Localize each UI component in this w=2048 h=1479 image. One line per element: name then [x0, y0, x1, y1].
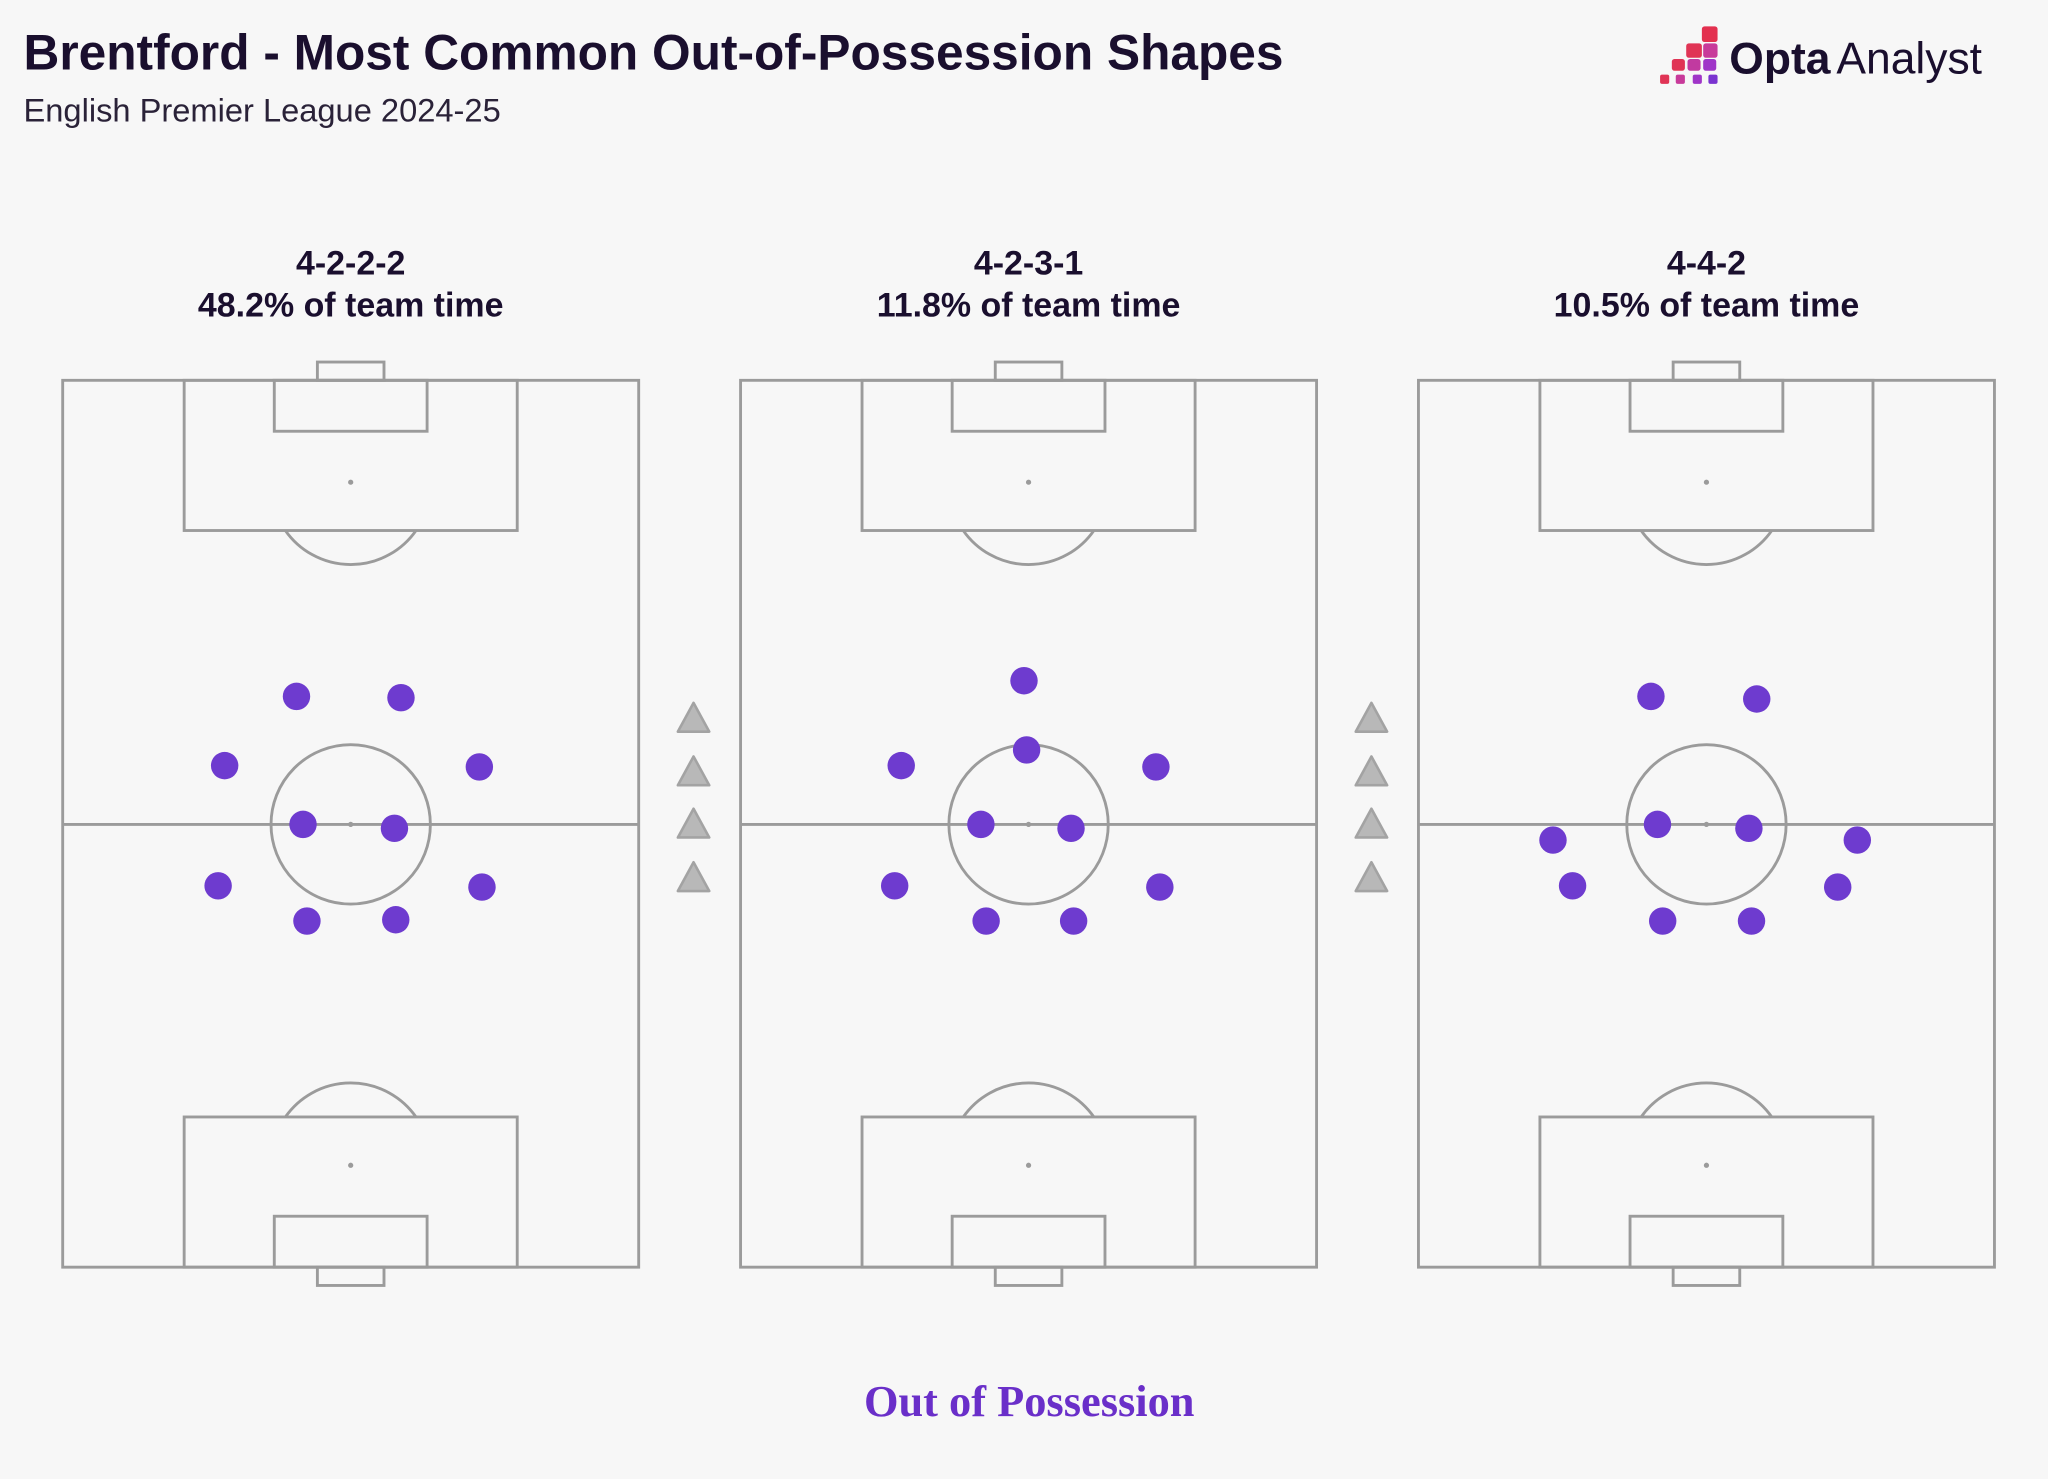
penalty-spot-bottom [348, 1162, 354, 1168]
player-marker [1539, 826, 1567, 854]
pitch [61, 360, 641, 1287]
goal-top [1671, 360, 1742, 382]
centre-spot [1703, 821, 1710, 828]
player-marker [1648, 907, 1677, 935]
penalty-box-top [1538, 378, 1875, 532]
separator-triangle-icon [1354, 755, 1389, 787]
separator-triangle-icon [1354, 807, 1389, 839]
penalty-arc-top [962, 529, 1096, 566]
player-marker [1057, 814, 1085, 843]
player-marker [1743, 685, 1771, 713]
goal-bottom [315, 1265, 386, 1287]
penalty-arc-top [284, 529, 418, 566]
goal-top [315, 360, 386, 382]
player-marker [382, 906, 410, 934]
penalty-spot-bottom [1025, 1162, 1032, 1168]
player-marker [967, 810, 995, 839]
six-yard-box-bottom [1628, 1214, 1785, 1269]
separator-triangle-icon [676, 807, 711, 839]
penalty-box-bottom [1538, 1115, 1875, 1269]
six-yard-box-bottom [950, 1214, 1107, 1269]
penalty-box-bottom [860, 1115, 1197, 1269]
player-marker [380, 814, 409, 843]
formation-share: 10.5% of team time [1554, 286, 1860, 324]
player-marker [210, 751, 239, 780]
centre-circle [269, 743, 432, 906]
player-marker [880, 872, 909, 900]
six-yard-box-top [272, 378, 429, 433]
penalty-spot-bottom [1703, 1162, 1710, 1168]
player-marker [204, 872, 232, 900]
formation-panel: 4-2-3-111.8% of team time [739, 245, 1319, 1287]
separator-triangle-icon [1354, 860, 1389, 893]
penalty-spot-top [348, 479, 354, 485]
logo-mark-icon [1660, 26, 1718, 84]
player-marker [1737, 907, 1766, 935]
player-marker [1010, 667, 1038, 695]
separator-triangle-icon [676, 860, 711, 893]
penalty-arc-bottom [962, 1081, 1096, 1118]
penalty-box-top [860, 378, 1197, 532]
goal-top [993, 360, 1064, 382]
pitch [739, 360, 1319, 1287]
penalty-arc-bottom [1639, 1081, 1773, 1118]
penalty-arc-bottom [284, 1081, 418, 1118]
formation-name: 4-4-2 [1667, 245, 1746, 283]
penalty-spot-top [1025, 479, 1032, 485]
player-marker [1146, 873, 1174, 901]
player-marker [1059, 907, 1088, 935]
goal-bottom [993, 1265, 1064, 1287]
player-marker [1558, 872, 1587, 900]
pitch [1417, 360, 1996, 1287]
page-subtitle: English Premier League 2024-25 [24, 92, 501, 129]
formation-share: 48.2% of team time [198, 286, 504, 324]
separator-triangle-icon [676, 755, 711, 787]
player-marker [1735, 814, 1763, 843]
player-marker [1637, 682, 1665, 711]
goal-bottom [1671, 1265, 1742, 1287]
six-yard-box-bottom [272, 1214, 429, 1269]
formation-name: 4-2-2-2 [296, 245, 405, 283]
separator-triangle-icon [1354, 701, 1389, 733]
player-marker [387, 683, 415, 712]
penalty-box-top [182, 378, 519, 532]
player-marker [972, 907, 1000, 935]
centre-spot [1025, 821, 1032, 828]
logo-product: Analyst [1836, 34, 1982, 83]
player-marker [887, 751, 915, 780]
player-marker [293, 907, 321, 935]
formation-name: 4-2-3-1 [974, 245, 1083, 283]
six-yard-box-top [1628, 378, 1785, 433]
formation-share: 11.8% of team time [877, 286, 1181, 324]
centre-spot [348, 821, 354, 828]
player-marker [465, 753, 494, 781]
logo-brand: Opta [1729, 34, 1830, 83]
centre-circle [1625, 743, 1788, 906]
player-marker [289, 810, 317, 839]
penalty-box-bottom [182, 1115, 519, 1269]
page-title: Brentford - Most Common Out-of-Possessio… [24, 24, 1284, 80]
player-marker [1012, 736, 1041, 764]
player-marker [1142, 753, 1170, 781]
penalty-spot-top [1703, 479, 1710, 485]
footer-label: Out of Possession [864, 1376, 1195, 1426]
penalty-arc-top [1639, 529, 1773, 566]
player-marker [282, 682, 311, 711]
formation-panel: 4-2-2-248.2% of team time [61, 245, 641, 1287]
opta-analyst-logo: Opta Analyst [1660, 26, 1983, 84]
player-marker [468, 873, 496, 901]
player-marker [1643, 810, 1672, 839]
separator-triangle-icon [676, 701, 711, 733]
formation-panel: 4-4-210.5% of team time [1417, 245, 1996, 1287]
six-yard-box-top [950, 378, 1107, 433]
player-marker [1843, 826, 1872, 854]
player-marker [1824, 873, 1852, 901]
